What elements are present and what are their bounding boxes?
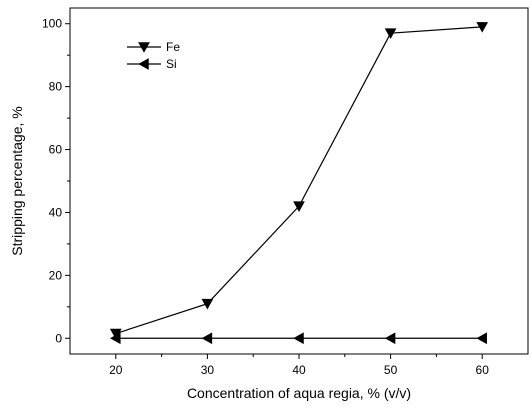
y-tick-label-0: 0 xyxy=(55,331,62,345)
y-tick-label-80: 80 xyxy=(49,80,63,94)
y-tick-label-40: 40 xyxy=(49,205,63,219)
x-tick-label-50: 50 xyxy=(384,363,398,377)
point-fe-60 xyxy=(476,22,489,33)
legend-marker-si xyxy=(138,58,149,70)
point-si-50 xyxy=(384,332,396,345)
x-tick-label-60: 60 xyxy=(476,363,490,377)
y-tick-label-100: 100 xyxy=(42,17,62,31)
y-axis-label: Stripping percentage, % xyxy=(9,106,25,255)
point-si-40 xyxy=(293,332,304,345)
series-group xyxy=(109,22,489,345)
series-line-fe xyxy=(115,26,483,335)
y-tick-label-20: 20 xyxy=(49,268,63,282)
legend-marker-fe xyxy=(138,42,150,53)
x-axis-label: Concentration of aqua regia, % (v/v) xyxy=(187,385,411,401)
legend: Fe Si xyxy=(127,40,180,71)
x-tick-label-20: 20 xyxy=(109,363,123,377)
x-tick-label-40: 40 xyxy=(292,363,306,377)
point-si-20 xyxy=(110,332,121,345)
y-tick-label-60: 60 xyxy=(49,143,63,157)
point-si-30 xyxy=(201,332,213,345)
point-fe-50 xyxy=(384,28,397,39)
axis-ticks: 20 30 40 50 60 0 20 40 60 80 100 xyxy=(42,17,489,377)
point-fe-40 xyxy=(293,201,305,212)
legend-label-si: Si xyxy=(166,57,177,71)
point-si-60 xyxy=(476,332,487,345)
legend-label-fe: Fe xyxy=(166,40,180,54)
point-fe-30 xyxy=(201,298,214,310)
x-tick-label-30: 30 xyxy=(201,363,215,377)
plot-frame xyxy=(69,7,529,355)
